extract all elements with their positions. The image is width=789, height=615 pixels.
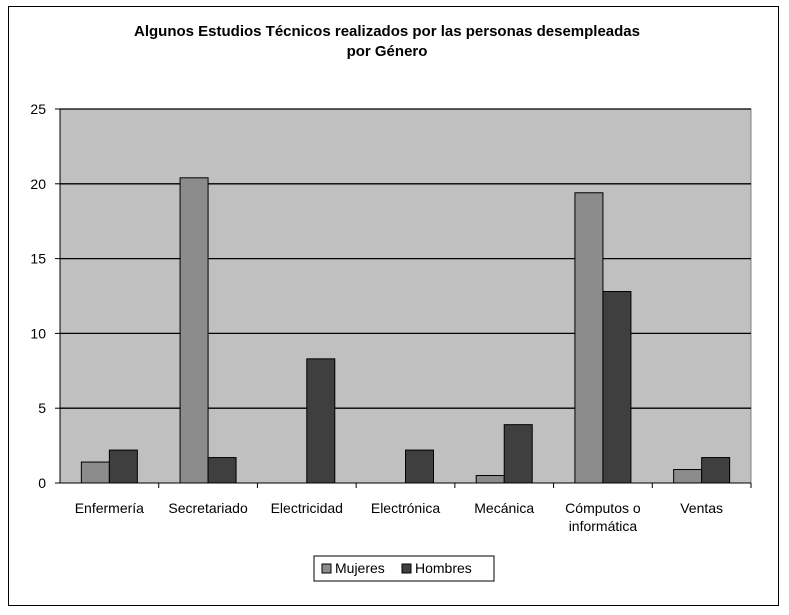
bar-hombres-5	[602, 291, 632, 484]
category-label: Ventas	[680, 500, 723, 516]
bar-hombres-4	[503, 424, 533, 484]
category-label: Electrónica	[371, 500, 440, 516]
plot-area	[59, 108, 752, 484]
category-label: Electricidad	[271, 500, 343, 516]
legend-label-mujeres: Mujeres	[335, 560, 385, 576]
y-tick-label: 15	[30, 251, 46, 267]
bar-mujeres-5	[574, 192, 604, 484]
bar-mujeres-6	[673, 469, 703, 484]
y-tick-label: 5	[38, 400, 46, 416]
category-label: informática	[569, 518, 638, 534]
legend-label-hombres: Hombres	[415, 560, 472, 576]
category-label: Secretariado	[168, 500, 248, 516]
bar-mujeres-4	[475, 475, 505, 484]
category-label: Mecánica	[474, 500, 534, 516]
category-label: Enfermería	[75, 500, 144, 516]
bar-chart: Algunos Estudios Técnicos realizados por…	[30, 23, 752, 582]
bar-mujeres-0	[80, 461, 110, 484]
y-tick-label: 25	[30, 101, 46, 117]
chart-title-line: Algunos Estudios Técnicos realizados por…	[134, 23, 640, 40]
y-tick-label: 0	[38, 475, 46, 491]
y-tick-label: 20	[30, 176, 46, 192]
legend-swatch-mujeres	[321, 563, 332, 574]
chart-frame: Algunos Estudios Técnicos realizados por…	[8, 6, 779, 606]
bar-hombres-3	[405, 449, 434, 484]
bar-hombres-1	[207, 457, 237, 484]
chart-title-line: por Género	[347, 43, 428, 60]
category-label: Cómputos o	[565, 500, 641, 516]
bar-mujeres-1	[179, 177, 209, 484]
legend-swatch-hombres	[401, 563, 412, 574]
bar-hombres-0	[108, 449, 138, 484]
y-tick-label: 10	[30, 325, 46, 341]
bar-hombres-2	[306, 358, 336, 484]
bar-hombres-6	[701, 457, 731, 484]
